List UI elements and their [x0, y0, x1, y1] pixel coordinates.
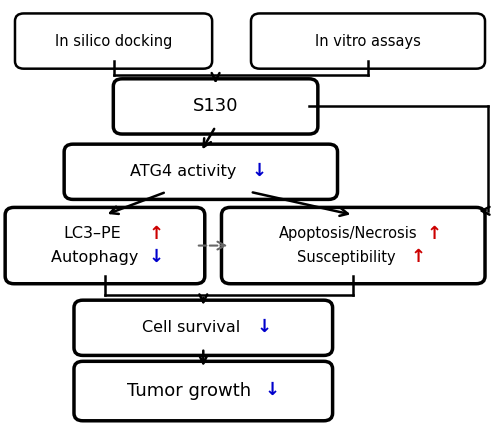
Text: In silico docking: In silico docking [55, 34, 172, 49]
Text: ↑: ↑ [148, 225, 163, 243]
Text: ↓: ↓ [148, 249, 163, 266]
FancyBboxPatch shape [114, 79, 318, 134]
Text: ↓: ↓ [252, 162, 266, 180]
Text: S130: S130 [193, 98, 238, 115]
FancyBboxPatch shape [64, 144, 338, 200]
Text: ↓: ↓ [256, 318, 272, 336]
Text: LC3–PE: LC3–PE [64, 226, 122, 241]
Text: Cell survival: Cell survival [142, 320, 240, 335]
FancyBboxPatch shape [251, 13, 485, 69]
Text: Susceptibility: Susceptibility [296, 250, 400, 265]
FancyBboxPatch shape [222, 207, 485, 284]
FancyBboxPatch shape [74, 361, 332, 421]
FancyBboxPatch shape [15, 13, 212, 69]
Text: ↑: ↑ [410, 249, 426, 266]
Text: Apoptosis/Necrosis: Apoptosis/Necrosis [279, 226, 417, 241]
FancyBboxPatch shape [5, 207, 205, 284]
Text: In vitro assays: In vitro assays [315, 34, 421, 49]
Text: Tumor growth: Tumor growth [128, 382, 252, 400]
Text: ↑: ↑ [427, 225, 442, 243]
Text: Autophagy: Autophagy [52, 250, 144, 265]
FancyBboxPatch shape [74, 300, 332, 356]
Text: ↓: ↓ [264, 381, 280, 399]
Text: ATG4 activity: ATG4 activity [130, 164, 237, 179]
